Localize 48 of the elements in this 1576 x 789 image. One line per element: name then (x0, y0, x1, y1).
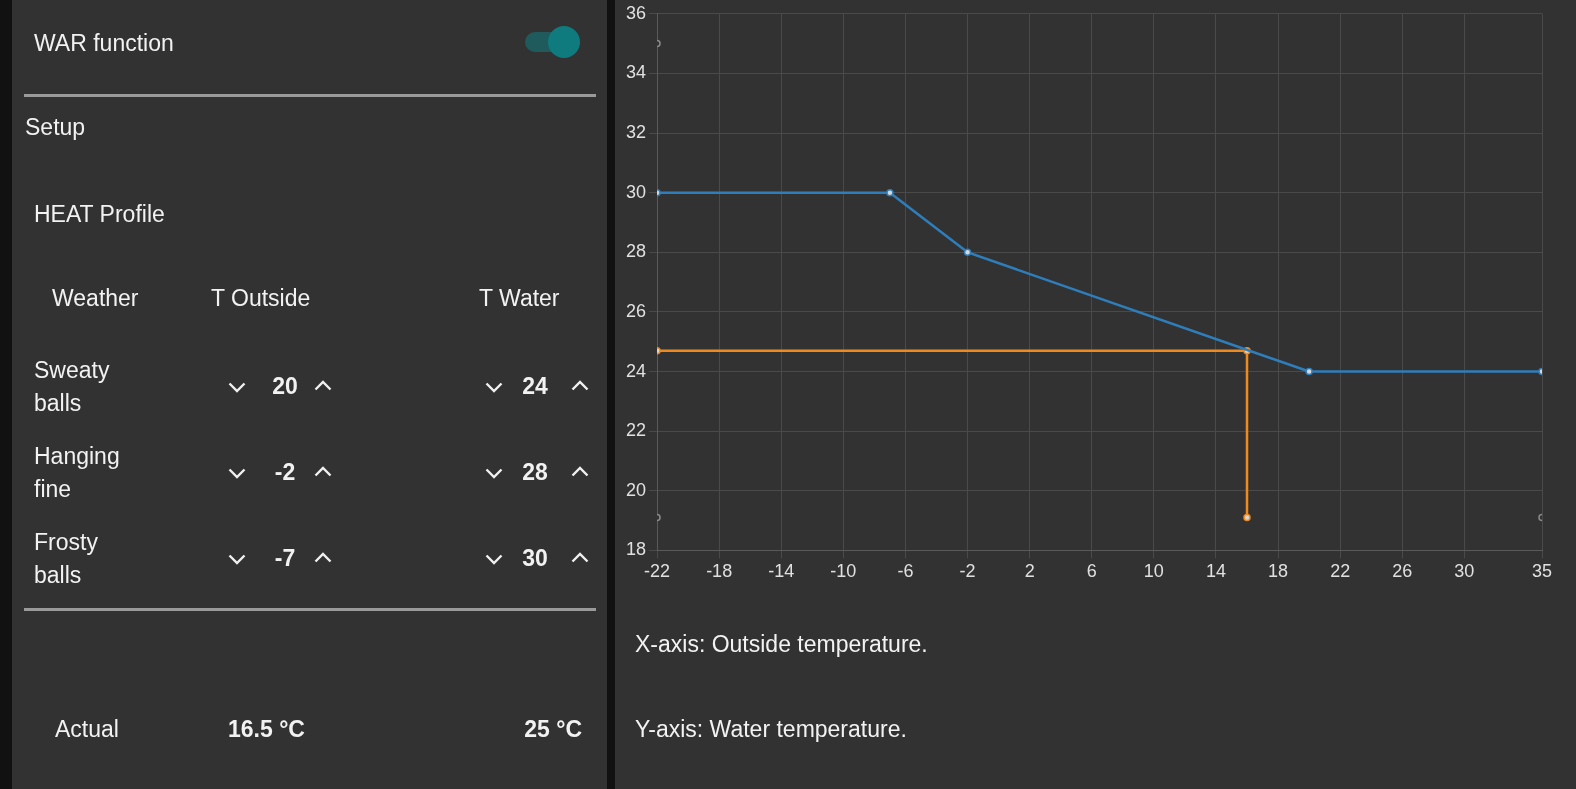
y-tick-label: 30 (625, 181, 647, 202)
point (1243, 513, 1251, 522)
x-tick-label: 35 (1531, 561, 1553, 582)
x-tick-label: -14 (768, 561, 795, 582)
x-tick-label: -22 (644, 561, 671, 582)
text: HEAT Profile (34, 200, 165, 229)
text: 28 (521, 458, 549, 487)
point (963, 248, 972, 257)
x-tick-label: 30 (1454, 561, 1475, 582)
y-tick-label: 32 (625, 122, 647, 143)
y-tick-label: 26 (625, 300, 647, 321)
x-tick-label: -18 (706, 561, 733, 582)
text: 20 (271, 372, 299, 401)
text: 24 (521, 372, 549, 401)
text: Setup (25, 113, 86, 142)
text: 16.5 °C (228, 715, 305, 744)
x-tick-label: -2 (959, 561, 976, 582)
text: Hanging fine (34, 442, 121, 504)
y-tick-label: 20 (625, 479, 647, 500)
text: Weather (52, 284, 139, 313)
x-tick-label: -10 (830, 561, 857, 582)
y-tick-label: 24 (625, 360, 647, 381)
text: Y-axis: Water temperature. (635, 715, 907, 744)
x-tick-label: 6 (1086, 561, 1097, 582)
y-tick-label: 28 (625, 241, 647, 262)
x-tick-label: -6 (897, 561, 914, 582)
y-tick-label: 18 (625, 539, 647, 560)
text: -7 (273, 544, 297, 573)
point (886, 188, 894, 197)
text: X-axis: Outside temperature. (635, 630, 928, 659)
x-tick-label: 2 (1024, 561, 1035, 582)
text: WAR function (34, 29, 174, 58)
x-tick-label: 14 (1205, 561, 1226, 582)
text: Sweaty balls (34, 356, 111, 418)
text: Actual (55, 715, 119, 744)
x-tick-label: 26 (1392, 561, 1413, 582)
text: T Water (479, 284, 560, 313)
x-tick-label: 18 (1268, 561, 1289, 582)
y-tick-label: 22 (625, 420, 647, 441)
x-tick-label: 22 (1330, 561, 1351, 582)
text: T Outside (211, 284, 311, 313)
text: 25 °C (524, 715, 582, 744)
text: -2 (273, 458, 297, 487)
x-tick-label: 10 (1143, 561, 1164, 582)
y-tick-label: 36 (625, 2, 647, 23)
y-tick-label: 34 (625, 62, 647, 83)
point (1305, 367, 1313, 376)
text: Frosty balls (34, 528, 99, 590)
